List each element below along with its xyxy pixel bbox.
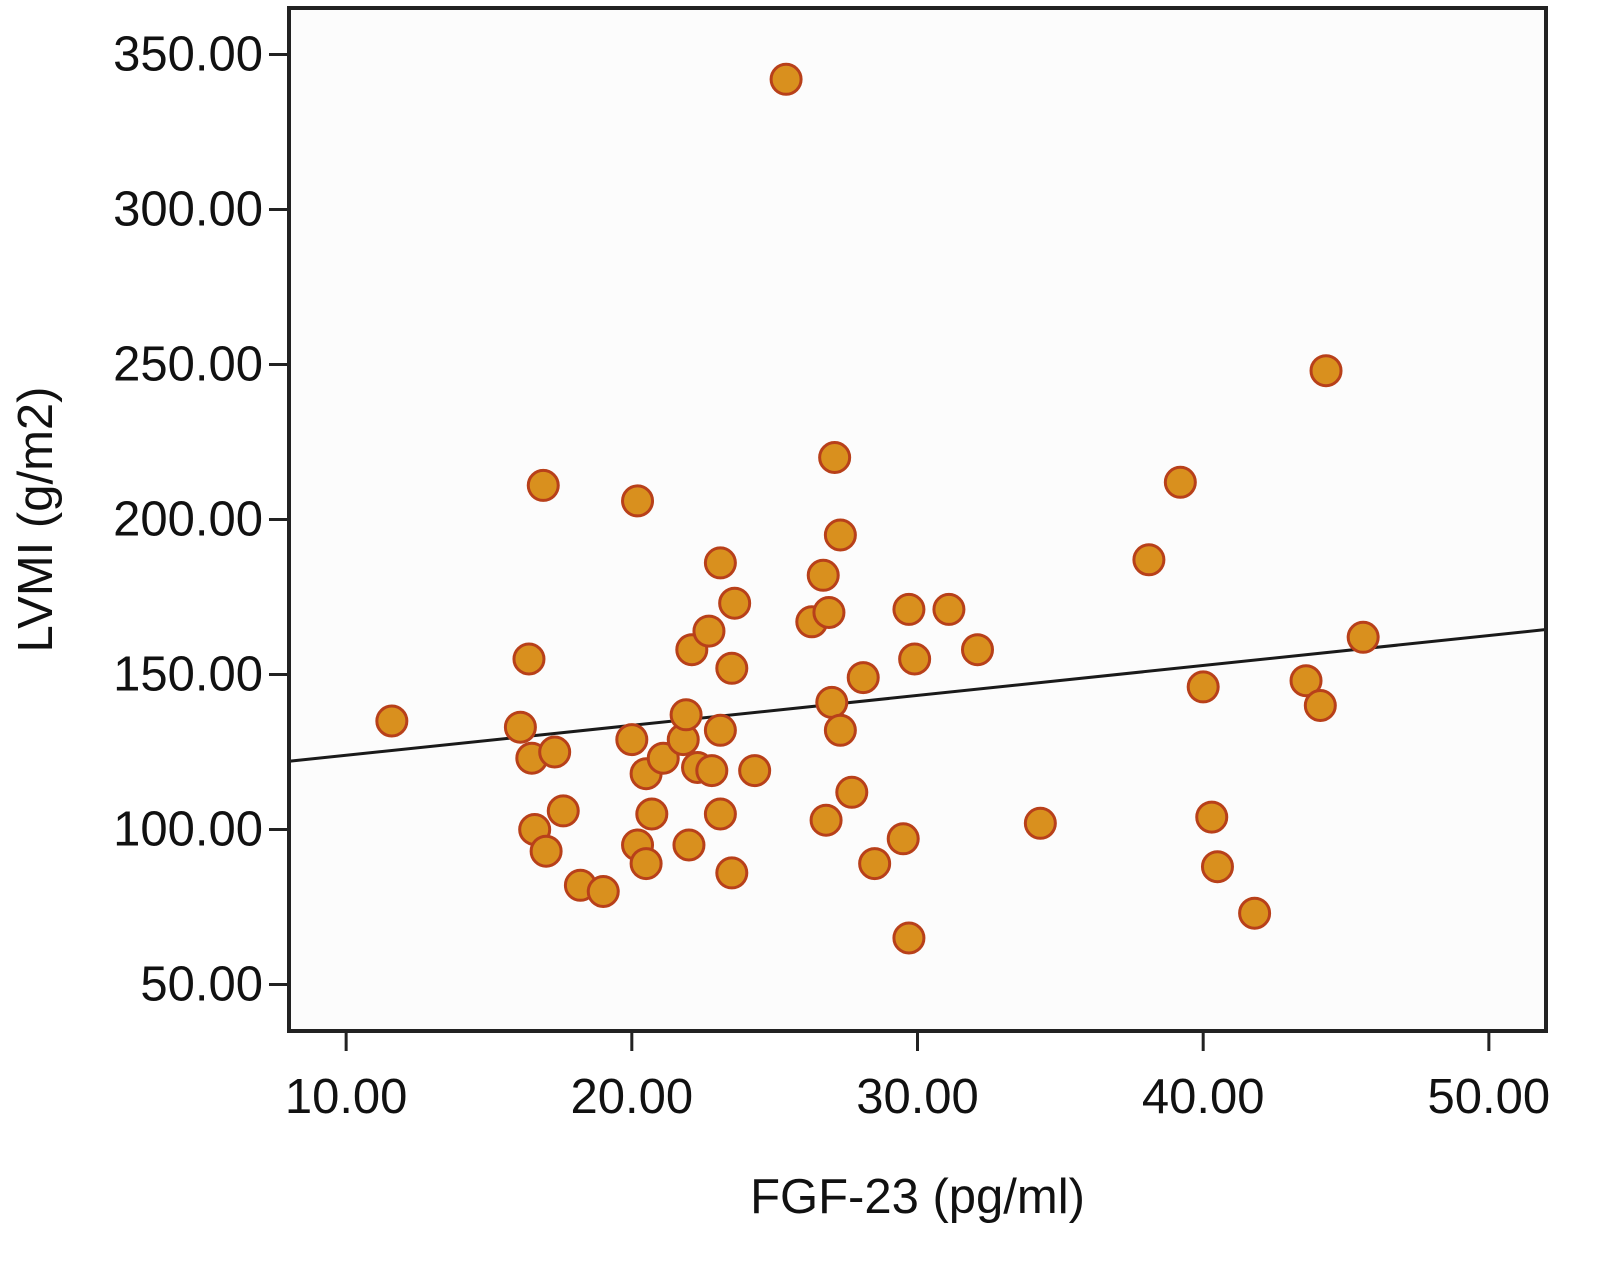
data-point (812, 596, 846, 629)
data-point (769, 62, 803, 96)
data-point (1132, 543, 1166, 577)
y-tick-label: 150.00 (113, 648, 263, 702)
data-point (1309, 354, 1343, 388)
regression-line (288, 628, 1547, 763)
y-tick-label: 250.00 (113, 338, 263, 392)
data-point (1195, 800, 1229, 834)
data-point (692, 614, 726, 648)
data-point (886, 822, 920, 856)
x-tick-label: 20.00 (571, 1070, 694, 1124)
data-point (738, 754, 772, 788)
data-point (703, 797, 737, 831)
data-point (806, 558, 840, 592)
x-axis-title: FGF-23 (pg/ml) (750, 1170, 1085, 1224)
data-point (715, 651, 749, 685)
data-point (669, 698, 703, 732)
data-point (1289, 664, 1323, 698)
data-point (892, 592, 926, 626)
data-point (672, 828, 706, 862)
x-tick-label: 10.00 (285, 1070, 408, 1124)
data-point (715, 856, 749, 890)
data-point (1023, 806, 1057, 840)
x-axis: 10.00 20.00 30.00 40.00 50.00 (285, 1031, 1550, 1124)
data-point (1163, 465, 1197, 499)
data-point (818, 441, 852, 474)
data-point (526, 468, 560, 502)
y-axis-title: LVMI (g/m2) (9, 387, 63, 653)
data-point (1346, 620, 1380, 654)
data-point (629, 847, 663, 881)
data-point (586, 875, 620, 908)
data-point (695, 754, 729, 788)
data-point (703, 546, 737, 580)
data-point (538, 735, 572, 769)
data-point (375, 704, 409, 738)
data-point (646, 741, 680, 775)
y-tick-label: 200.00 (113, 493, 263, 547)
y-tick-label: 300.00 (113, 183, 263, 237)
data-point (823, 518, 857, 552)
data-point (1200, 850, 1234, 884)
data-point (1238, 896, 1272, 930)
x-tick-label: 50.00 (1428, 1070, 1551, 1124)
data-point (809, 803, 843, 837)
data-point (846, 661, 880, 695)
data-point (621, 484, 655, 518)
y-tick-label: 100.00 (113, 803, 263, 857)
data-point (858, 847, 892, 881)
x-tick-label: 40.00 (1142, 1070, 1265, 1124)
data-point (718, 586, 752, 620)
data-point (823, 713, 857, 747)
y-tick-label: 350.00 (113, 28, 263, 82)
data-points-layer (375, 62, 1380, 955)
y-axis: 50.00 100.00 150.00 200.00 250.00 300.00 350.0… (113, 28, 289, 1012)
x-tick-label: 30.00 (856, 1070, 979, 1124)
data-point (932, 592, 966, 626)
data-point (892, 921, 926, 955)
data-point (898, 642, 932, 676)
data-point (1186, 670, 1220, 704)
data-point (615, 723, 649, 757)
data-point (960, 633, 994, 667)
plot-background (289, 8, 1546, 1031)
data-point (835, 775, 869, 809)
y-tick-label: 50.00 (140, 958, 263, 1012)
data-point (815, 685, 849, 719)
data-point (1303, 689, 1337, 722)
data-point (546, 794, 580, 828)
data-point (529, 834, 563, 868)
data-point (635, 797, 669, 831)
data-point (703, 713, 737, 747)
data-point (503, 710, 537, 744)
fit-line-layer (288, 628, 1547, 763)
data-point (512, 642, 546, 676)
